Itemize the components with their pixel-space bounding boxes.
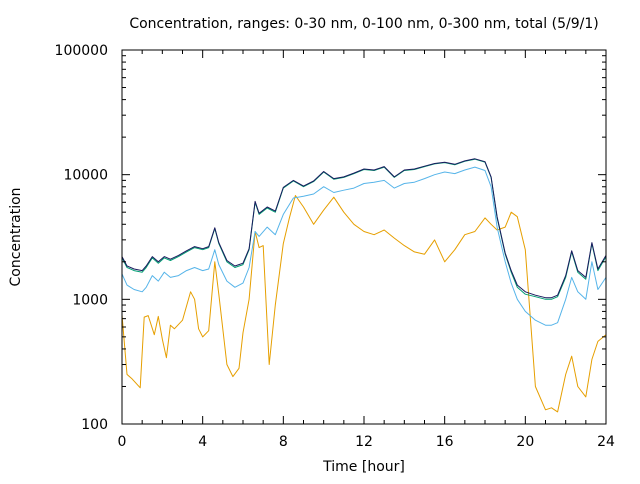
y-tick-label: 1000 <box>72 292 108 308</box>
y-tick-label: 100 <box>81 417 108 433</box>
plot-frame <box>121 49 607 425</box>
y-tick-label: 100000 <box>55 43 108 59</box>
x-tick-label: 0 <box>118 434 127 450</box>
chart-title: Concentration, ranges: 0-30 nm, 0-100 nm… <box>129 16 598 32</box>
x-tick-label: 24 <box>597 434 615 450</box>
y-tick-label: 10000 <box>63 168 108 184</box>
series-layer <box>121 158 607 413</box>
series-line-2 <box>121 166 607 326</box>
x-tick-label: 16 <box>436 434 454 450</box>
series-line-4 <box>121 158 607 299</box>
x-tick-label: 8 <box>279 434 288 450</box>
series-line-3 <box>121 158 607 300</box>
x-tick-label: 12 <box>355 434 373 450</box>
x-axis-label: Time [hour] <box>322 459 405 475</box>
tick-layer: 0 4 8 12 16 20 24 100 1000 10000 100000 <box>55 43 615 450</box>
series-line-1 <box>121 195 607 413</box>
y-axis-label: Concentration <box>8 187 24 286</box>
x-tick-label: 20 <box>516 434 534 450</box>
x-tick-label: 4 <box>198 434 207 450</box>
